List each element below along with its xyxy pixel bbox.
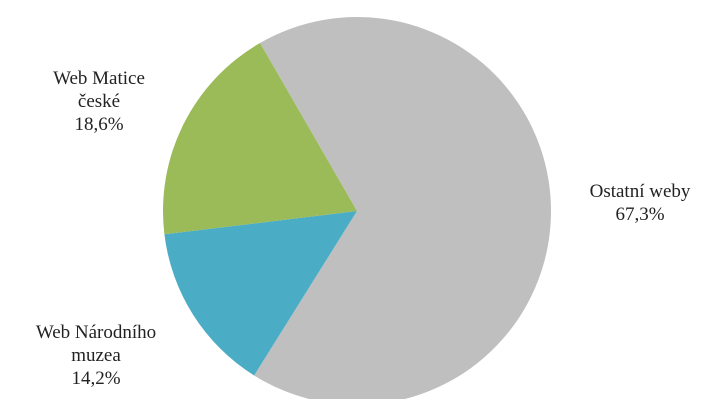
pie-slice	[164, 211, 357, 376]
slice-label: Web Matice české 18,6%	[53, 68, 145, 135]
slice-name-label: Web Národního	[36, 322, 156, 343]
slice-labels: Ostatní weby 67,3% Web Národního muzea 14,2%…	[36, 68, 691, 389]
slice-value-label: 67,3%	[615, 204, 664, 225]
pie-slice	[162, 42, 357, 235]
pie-slice	[254, 17, 551, 399]
slice-value-label: 18,6%	[74, 114, 123, 135]
slice-name-label: muzea	[71, 345, 121, 366]
slice-label: Web Národního muzea 14,2%	[36, 322, 156, 389]
slice-value-label: 14,2%	[71, 368, 120, 389]
slice-label: Ostatní weby 67,3%	[590, 181, 691, 225]
slice-name-label: Ostatní weby	[590, 181, 691, 202]
slice-name-label: české	[78, 91, 120, 112]
pie-slices	[162, 17, 551, 399]
slice-name-label: Web Matice	[53, 68, 145, 89]
